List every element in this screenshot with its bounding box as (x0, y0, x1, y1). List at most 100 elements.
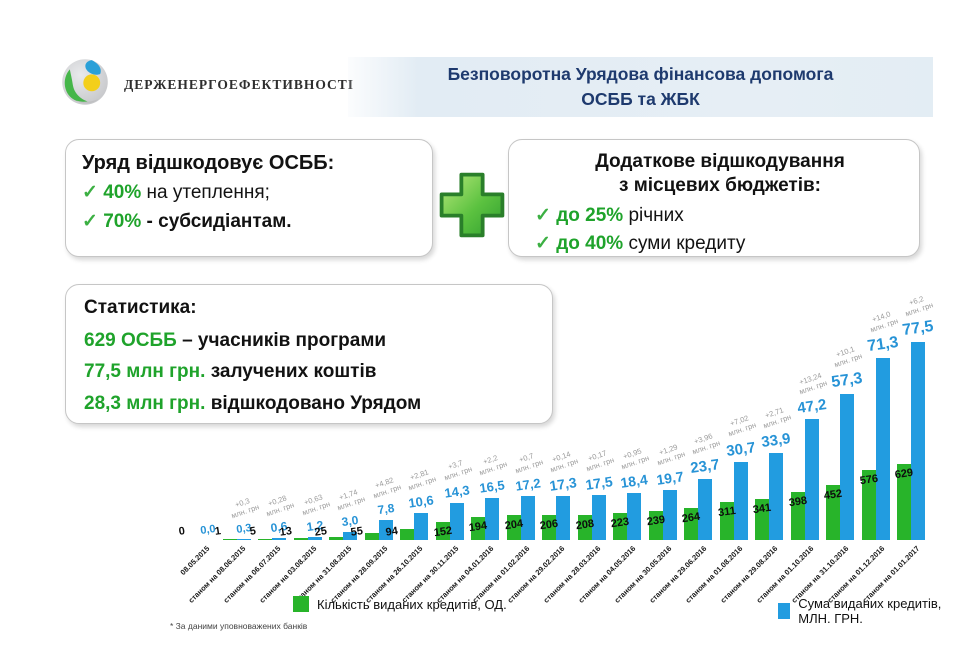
sum-bar (733, 461, 748, 540)
check-icon: ✓ (535, 204, 551, 226)
count-bar (400, 528, 414, 540)
sum-bar (378, 520, 393, 540)
count-bar (719, 502, 734, 540)
check-icon: ✓ (82, 210, 98, 232)
statistics-title: Статистика: (84, 297, 197, 318)
page-title-line1: Безповоротна Урядова фінансова допомога (447, 63, 834, 84)
legend-swatch-green (293, 596, 309, 612)
count-label: 55 (349, 525, 364, 539)
count-bar (755, 498, 769, 540)
agency-logo: ДЕРЖЕНЕРГОЕФЕКТИВНОСТІ (58, 55, 354, 114)
legend-item-count: Кількість виданих кредитів, ОД. (293, 596, 507, 612)
sum-bar (911, 342, 925, 540)
item-text: на утеплення; (146, 182, 270, 203)
x-axis-label: станом на 04.05.2016 (576, 544, 638, 605)
sum-label: 33,9 (760, 430, 792, 452)
sum-bar (556, 495, 570, 540)
stat-text: відшкодовано Урядом (210, 392, 422, 414)
chart-plot: 0 0,0 08.05.2015 1 0,3 +0,3 млн. грн станом на … (0, 294, 960, 605)
sum-bar (485, 497, 499, 540)
count-label: 25 (313, 525, 328, 539)
government-compensation-card: Уряд відшкодовує ОСББ: ✓ 40% на утепленн… (65, 139, 433, 257)
count-label: 5 (248, 525, 257, 538)
sum-bar (236, 539, 251, 540)
sum-bar (307, 536, 322, 540)
stat-value: 28,3 млн грн. (84, 392, 206, 414)
count-bar (506, 515, 521, 540)
local-card-title-line1: Додаткове відшкодування (595, 151, 845, 172)
statistics-row: 629 ОСББ – учасників програми (84, 325, 534, 356)
count-bar (293, 538, 308, 540)
count-label: 94 (384, 525, 399, 539)
x-axis-label: станом на 29.08.2016 (718, 544, 780, 605)
delta-annotation: +6,2 млн. грн (904, 293, 935, 318)
sum-bar (414, 512, 428, 540)
sum-bar (627, 493, 641, 540)
count-bar (826, 485, 840, 540)
local-card-item: ✓ до 40% суми кредиту (535, 230, 905, 259)
x-axis-label: станом на 30.05.2016 (612, 544, 673, 605)
count-bar (364, 533, 379, 540)
government-card-title: Уряд відшкодовує ОСББ: (82, 152, 335, 174)
percent-value: до 40% (556, 233, 624, 254)
stat-text: – учасників програми (182, 330, 387, 351)
statistics-row: 28,3 млн грн. відшкодовано Урядом (84, 388, 534, 419)
count-bar (471, 516, 485, 540)
stat-value: 629 ОСББ (84, 330, 177, 351)
sum-label: 47,2 (795, 396, 828, 418)
x-axis-label: станом на 08.06.2015 (186, 544, 247, 605)
sum-bar (343, 532, 357, 540)
stat-text: залучених коштів (210, 361, 377, 383)
percent-value: 70% (103, 210, 142, 232)
count-label: 0 (177, 525, 186, 538)
government-card-item: ✓ 40% на утеплення; (82, 179, 416, 208)
page-title-line2: ОСББ та ЖБК (581, 89, 700, 109)
page-title: Безповоротна Урядова фінансова допомога … (348, 57, 933, 117)
count-bar (542, 515, 556, 540)
item-text: - субсидіантам. (146, 210, 292, 232)
sum-bar (272, 538, 286, 540)
government-card-item: ✓ 70% - субсидіантам. (82, 208, 416, 237)
plus-icon (434, 166, 510, 244)
count-bar (222, 539, 237, 540)
check-icon: ✓ (535, 233, 551, 254)
count-bar (329, 536, 343, 540)
count-label: 13 (278, 525, 293, 539)
sum-bar (875, 357, 890, 540)
local-card-title: Додаткове відшкодування з місцевих бюдже… (535, 150, 905, 198)
stat-value: 77,5 млн грн. (84, 361, 206, 383)
sum-bar (662, 489, 677, 540)
legend-item-sum: Сума виданих кредитів, МЛН. ГРН. (778, 596, 960, 626)
count-bar (435, 521, 450, 540)
percent-value: 40% (103, 182, 142, 203)
local-card-item: ✓ до 25% річних (535, 202, 905, 231)
sum-bar (804, 419, 819, 540)
sum-bar (520, 496, 535, 540)
count-bar (577, 514, 592, 540)
sum-bar (769, 453, 783, 540)
x-axis-label: станом на 01.08.2016 (683, 544, 744, 605)
local-card-title-line2: з місцевих бюджетів: (619, 174, 821, 196)
chart-footnote: * За даними уповноважених банків (170, 621, 308, 631)
count-bar (258, 539, 272, 540)
statistics-card: Статистика: 629 ОСББ – учасників програм… (65, 284, 553, 424)
x-axis-label: 08.05.2015 (178, 544, 212, 577)
sum-bar (591, 495, 606, 540)
sum-bar (698, 479, 712, 540)
count-bar (684, 508, 698, 540)
check-icon: ✓ (82, 182, 98, 203)
item-text: річних (628, 204, 684, 226)
legend-label-sum: Сума виданих кредитів, МЛН. ГРН. (798, 596, 942, 626)
local-budget-card: Додаткове відшкодування з місцевих бюдже… (508, 139, 920, 257)
statistics-row: 77,5 млн грн. залучених коштів (84, 356, 534, 387)
count-bar (648, 511, 663, 540)
legend-swatch-blue (778, 603, 791, 619)
count-bar (790, 491, 805, 540)
sum-bar (449, 503, 464, 540)
sum-bar (840, 393, 854, 540)
count-bar (861, 470, 876, 540)
saee-logo-icon (58, 55, 112, 114)
count-bar (897, 464, 911, 540)
x-axis-label: станом на 06.07.2015 (221, 544, 283, 605)
